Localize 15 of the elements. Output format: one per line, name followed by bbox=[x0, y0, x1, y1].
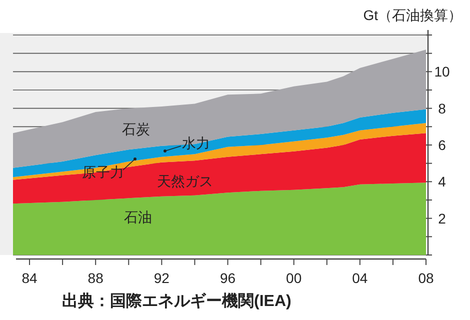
x-tick-label: 00 bbox=[286, 270, 302, 286]
x-tick-label: 04 bbox=[352, 270, 368, 286]
y-tick-label: 4 bbox=[438, 174, 446, 190]
x-tick-label: 92 bbox=[154, 270, 170, 286]
x-tick-label: 88 bbox=[88, 270, 104, 286]
x-tick-label: 84 bbox=[22, 270, 38, 286]
y-tick-label: 6 bbox=[438, 137, 446, 153]
y-tick-label: 8 bbox=[438, 100, 446, 116]
y-tick-label: 10 bbox=[434, 64, 450, 80]
y-tick-label: 2 bbox=[438, 210, 446, 226]
x-tick-label: 08 bbox=[418, 270, 434, 286]
source-note: 出典：国際エネルギー機関(IEA) bbox=[62, 292, 292, 310]
y-axis-title: Gt（石油換算） bbox=[363, 7, 462, 23]
x-tick-label: 96 bbox=[220, 270, 236, 286]
series-label: 石炭 bbox=[122, 121, 150, 137]
